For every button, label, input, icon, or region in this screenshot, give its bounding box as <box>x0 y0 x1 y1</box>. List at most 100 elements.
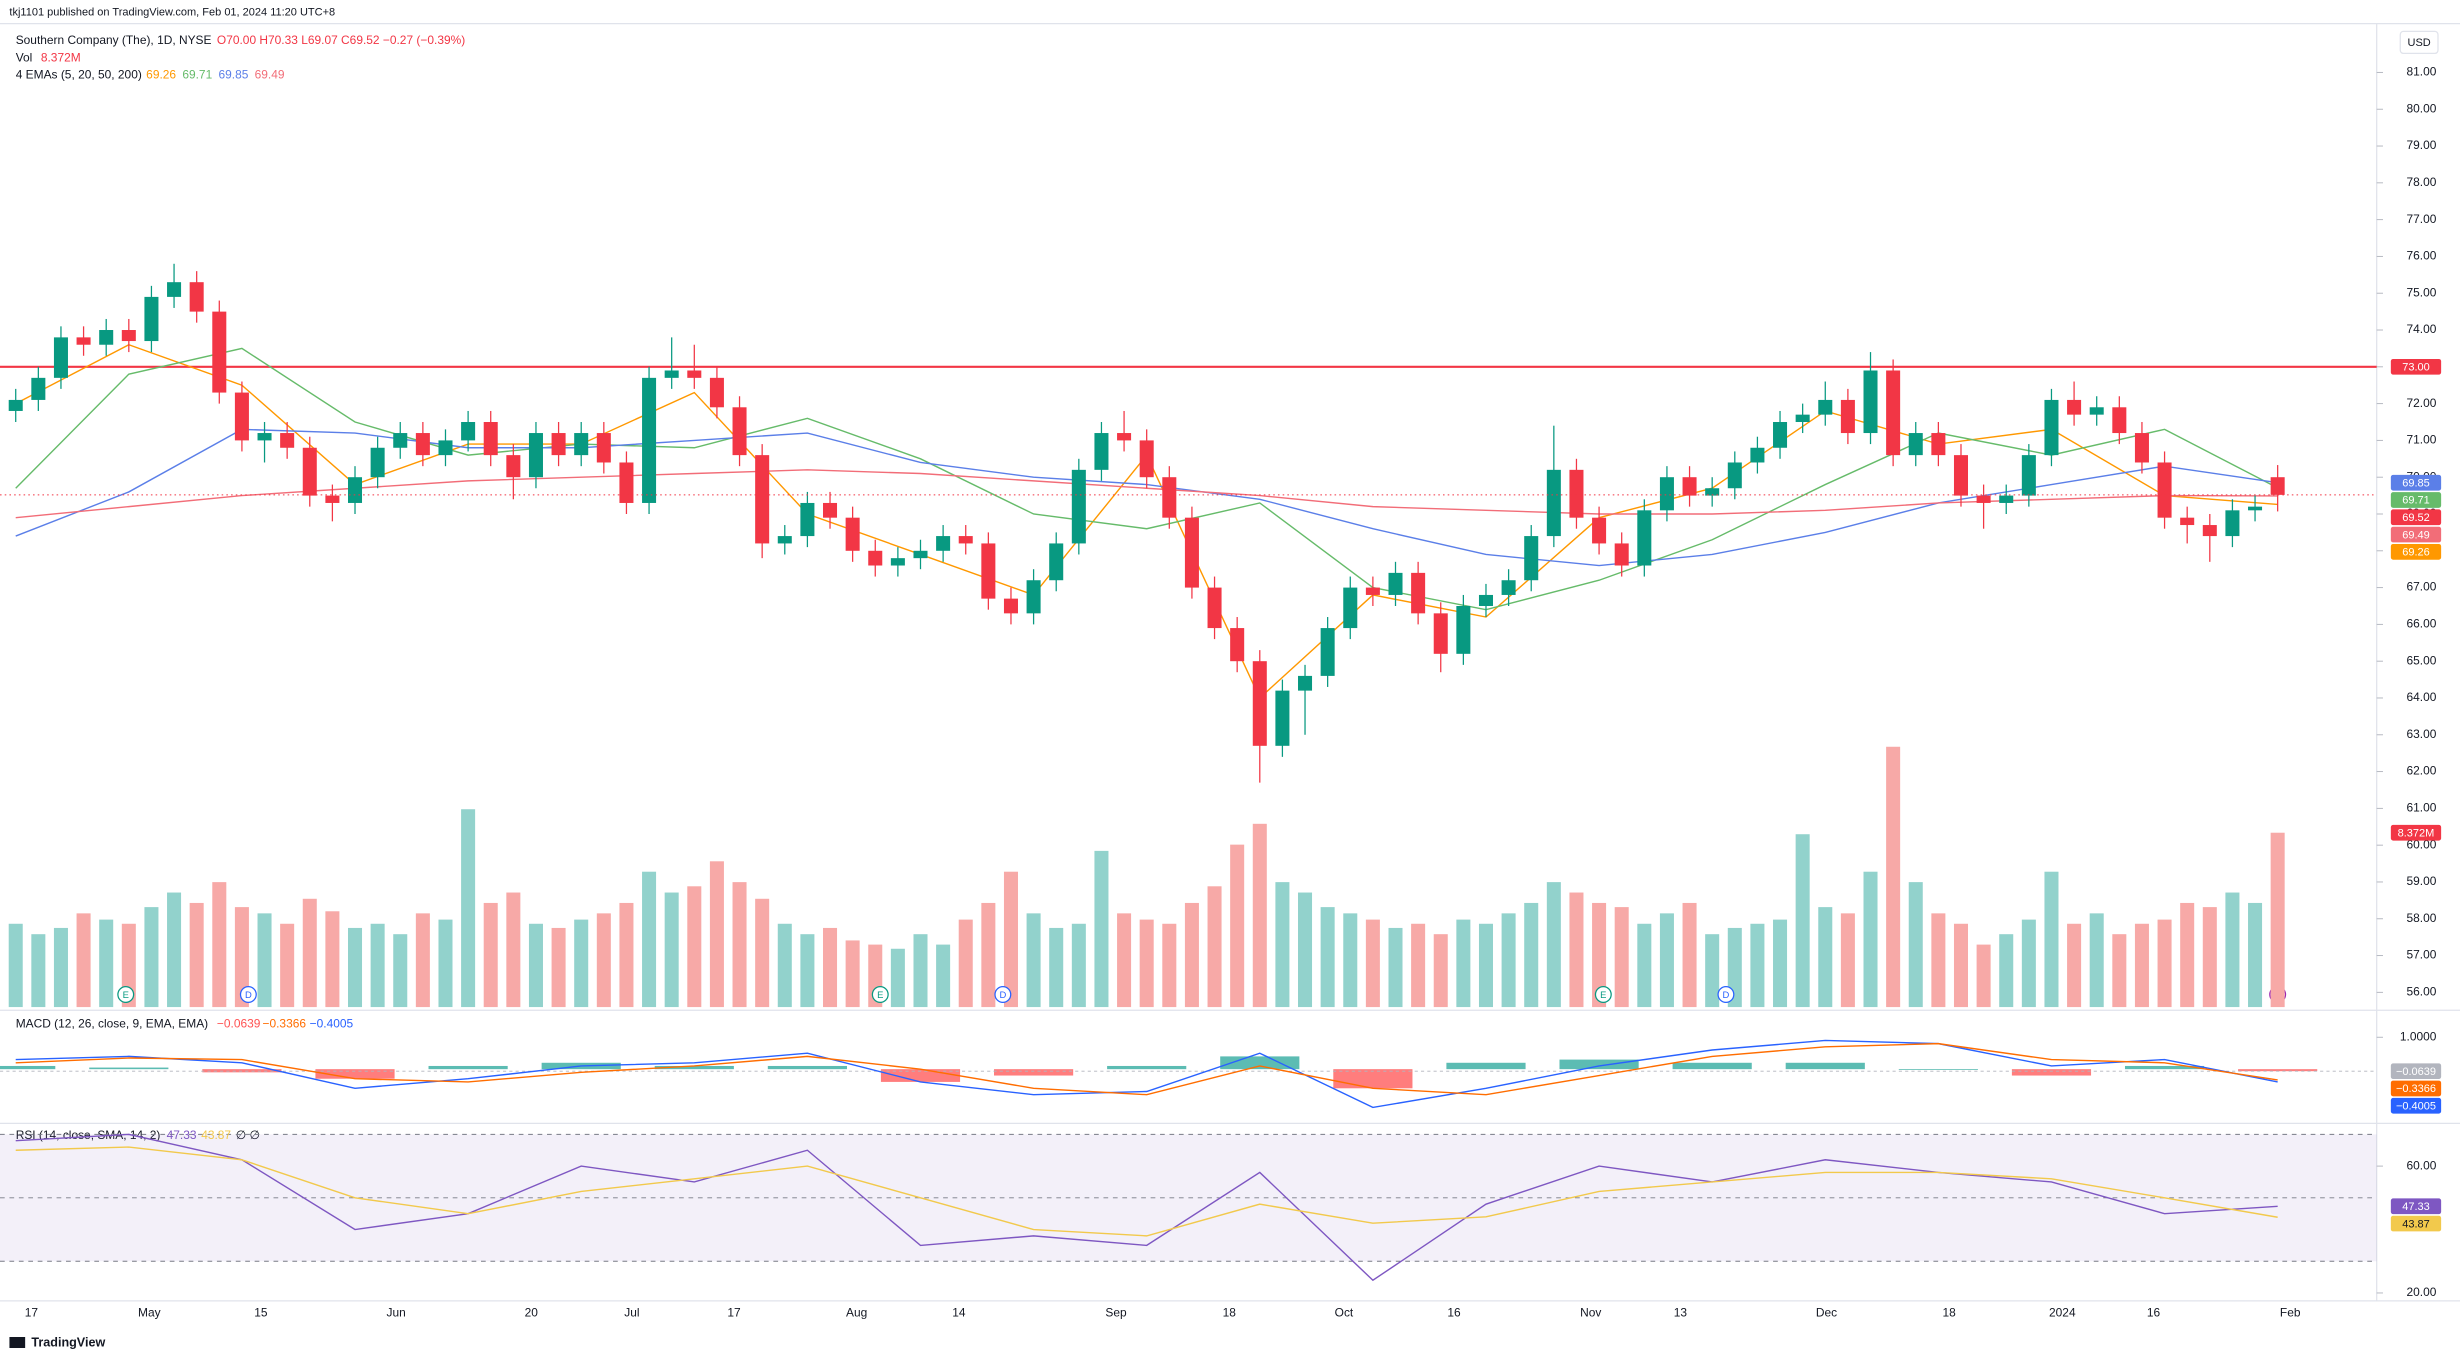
volume-bar <box>981 902 996 1008</box>
candle-body <box>76 337 91 345</box>
candle-body <box>958 536 973 544</box>
y-tick-label: 80.00 <box>2407 101 2437 115</box>
candle-body <box>189 282 204 312</box>
candle-body <box>642 377 657 503</box>
candle-body <box>1252 661 1267 746</box>
price-badge <box>2390 1097 2442 1114</box>
candle-body <box>2157 462 2172 518</box>
candle-body <box>1026 580 1041 614</box>
macd-histogram-bar <box>1559 1059 1639 1070</box>
candle-body <box>1773 422 1788 448</box>
candle-body <box>438 440 453 456</box>
volume-bar <box>1750 923 1765 1008</box>
candle-body <box>1162 477 1177 518</box>
volume-bar <box>1388 927 1403 1008</box>
volume-bar <box>2270 832 2285 1008</box>
candle-body <box>1524 536 1539 581</box>
volume-bar <box>732 882 747 1008</box>
rsi-value: 43.87 <box>201 1128 231 1142</box>
candle-body <box>574 433 589 456</box>
candle-body <box>619 462 634 503</box>
volume-bar <box>551 927 566 1008</box>
event-marker[interactable] <box>239 986 257 1003</box>
candle-body <box>1863 370 1878 434</box>
currency[interactable]: USD <box>2408 37 2431 49</box>
candle-body <box>551 433 566 456</box>
x-tick-label: Nov <box>1580 1306 1601 1320</box>
volume-bar <box>1071 923 1086 1008</box>
footer: TradingView <box>31 1336 105 1350</box>
candle-body <box>280 433 295 448</box>
macd-line <box>15 1042 2278 1096</box>
x-tick-label: 16 <box>2147 1306 2161 1320</box>
volume-bar <box>2157 919 2172 1008</box>
volume-bar <box>302 898 317 1008</box>
candle-body <box>370 447 385 478</box>
candle-body <box>1953 455 1969 496</box>
volume-bar <box>2112 934 2127 1008</box>
x-tick-label: 18 <box>1942 1306 1956 1320</box>
volume-bar <box>144 907 159 1008</box>
volume-bar <box>528 923 543 1008</box>
price-badge <box>2390 1215 2442 1232</box>
event-marker[interactable] <box>1717 986 1735 1003</box>
macd-histogram-bar <box>2238 1069 2318 1072</box>
y-tick-label: 66.00 <box>2407 617 2437 631</box>
volume-bar <box>189 902 204 1008</box>
event-marker[interactable] <box>871 986 889 1003</box>
volume-bar <box>347 927 363 1008</box>
macd-histogram-bar <box>1107 1065 1187 1070</box>
volume-bar <box>574 919 589 1008</box>
candle-body <box>1207 587 1222 629</box>
volume-badge-label: 8.372M <box>2398 827 2435 839</box>
candle-body <box>483 422 498 456</box>
macd-value: −0.3366 <box>263 1017 307 1031</box>
candle-body <box>1388 572 1403 595</box>
price-badge-label: 69.52 <box>2402 512 2430 524</box>
volume-bar <box>1456 919 1471 1008</box>
y-tick-label: 60.00 <box>2407 837 2437 851</box>
candle-body <box>1433 613 1448 654</box>
price-badge-label: 69.85 <box>2402 477 2430 489</box>
event-marker[interactable] <box>994 986 1012 1003</box>
ema-line <box>15 347 2278 611</box>
candle-body <box>144 296 159 342</box>
candle-body <box>777 536 792 544</box>
price-badge-label: 47.33 <box>2402 1201 2430 1213</box>
candle-body <box>121 330 136 342</box>
candle-body <box>664 370 679 378</box>
macd-histogram-bar <box>767 1065 847 1070</box>
candle-body <box>913 550 928 559</box>
volume-bar <box>619 902 634 1008</box>
rsi-line <box>15 1146 2278 1237</box>
candle-body <box>234 392 249 441</box>
candle-body <box>845 517 860 551</box>
x-tick-label: 16 <box>1447 1306 1461 1320</box>
volume-bar <box>1094 850 1109 1008</box>
volume-bar <box>1637 923 1652 1008</box>
price-badge-label: 69.71 <box>2402 495 2430 507</box>
event-label: D <box>245 989 252 1000</box>
volume-bar <box>1569 892 1584 1008</box>
volume-bar <box>1976 944 1991 1008</box>
x-tick-label: Dec <box>1816 1306 1837 1320</box>
candle-body <box>890 558 905 566</box>
volume-bar <box>2180 902 2195 1008</box>
event-marker[interactable] <box>1594 986 1612 1003</box>
volume-bar <box>2089 913 2104 1008</box>
event-marker[interactable] <box>117 986 135 1003</box>
ohlc-label: O70.00 H70.33 L69.07 C69.52 −0.27 (−0.39… <box>217 33 465 47</box>
candle-body <box>1999 495 2014 503</box>
volume-bar <box>2021 919 2036 1008</box>
publisher: tkj1101 published on TradingView.com, Fe… <box>9 6 335 18</box>
macd-value: −0.4005 <box>310 1017 354 1031</box>
currency-button[interactable] <box>2399 30 2439 55</box>
candle-body <box>99 330 114 345</box>
volume-bar <box>1275 882 1290 1008</box>
macd-histogram-bar <box>2011 1069 2092 1076</box>
volume-bar <box>1682 902 1697 1008</box>
y-tick-label: 64.00 <box>2407 690 2437 704</box>
x-tick-label: 17 <box>25 1306 39 1320</box>
volume-bar <box>2202 907 2217 1008</box>
